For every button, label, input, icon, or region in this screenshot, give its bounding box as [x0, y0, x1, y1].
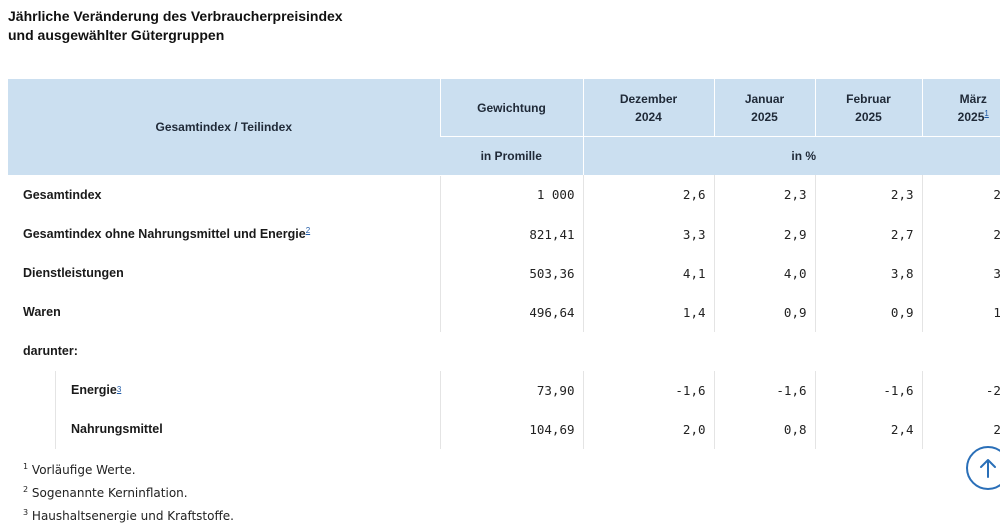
footnote-link-3[interactable]: 3 — [116, 385, 122, 394]
subheading-row: darunter: — [8, 332, 1000, 371]
weight-value: 1 000 — [439, 175, 583, 215]
weight-value: 821,41 — [439, 214, 583, 254]
row-label: Gesamtindex — [23, 188, 102, 202]
footnote-link-1[interactable]: 1 — [984, 108, 989, 118]
header-month-0: Dezember 2024 — [582, 79, 714, 137]
header-percent-unit: in % — [582, 136, 1000, 175]
rate-value: 2,9 — [921, 409, 1000, 449]
row-label: Waren — [23, 305, 61, 319]
rate-value: 2,6 — [582, 175, 714, 215]
footnote-link-2[interactable]: 2 — [305, 225, 311, 235]
rate-value: 2,2 — [921, 175, 1000, 215]
back-to-top-button[interactable] — [966, 446, 1000, 490]
cpi-table-container[interactable]: Gesamtindex / Teilindex Gewichtung Dezem… — [8, 79, 1000, 449]
weight-value: 73,90 — [439, 370, 583, 410]
table-row: Gesamtindex ohne Nahrungsmittel und Ener… — [8, 214, 1000, 254]
rate-value: 1,0 — [921, 292, 1000, 332]
rate-value: 2,0 — [582, 409, 714, 449]
subrow-label: Energie 3 — [8, 370, 440, 410]
rate-value: 2,3 — [814, 175, 922, 215]
table-row: Dienstleistungen 503,364,14,03,83,4 — [8, 253, 1000, 293]
rate-value: 1,4 — [582, 292, 714, 332]
rate-value: 2,3 — [713, 175, 815, 215]
header-month-2: Februar 2025 — [814, 79, 922, 137]
footnote-1: 1 Vorläufige Werte. — [23, 462, 136, 477]
rate-value: 2,4 — [814, 409, 922, 449]
header-month-3: März 20251 — [921, 79, 1000, 137]
rate-value: -1,6 — [814, 370, 922, 410]
weight-value: 503,36 — [439, 253, 583, 293]
header-weight: Gewichtung — [439, 79, 583, 137]
title-line-1: Jährliche Veränderung des Verbraucherpre… — [8, 8, 343, 24]
rate-value: 0,9 — [814, 292, 922, 332]
rate-value: 2,7 — [814, 214, 922, 254]
header-index: Gesamtindex / Teilindex — [8, 79, 440, 176]
rate-value: 3,4 — [921, 253, 1000, 293]
rate-value: 0,8 — [713, 409, 815, 449]
weight-value: 496,64 — [439, 292, 583, 332]
rate-value: 4,0 — [713, 253, 815, 293]
footnotes: 1 Vorläufige Werte. 2 Sogenannte Kerninf… — [23, 457, 234, 526]
rate-value: -2,8 — [921, 370, 1000, 410]
rate-value: -1,6 — [582, 370, 714, 410]
arrow-up-icon — [980, 459, 996, 478]
rate-value: -1,6 — [713, 370, 815, 410]
rate-value: 2,5 — [921, 214, 1000, 254]
rate-value: 2,9 — [713, 214, 815, 254]
cpi-table: Gesamtindex / Teilindex Gewichtung Dezem… — [8, 79, 1000, 449]
weight-value: 104,69 — [439, 409, 583, 449]
header-weight-unit: in Promille — [440, 136, 583, 175]
rate-value: 0,9 — [713, 292, 815, 332]
rate-value: 3,3 — [582, 214, 714, 254]
row-label: Dienstleistungen — [23, 266, 124, 280]
title-line-2: und ausgewählter Gütergruppen — [8, 27, 225, 43]
row-label: Gesamtindex ohne Nahrungsmittel und Ener… — [23, 225, 311, 241]
subrow-label: Nahrungsmittel — [8, 409, 440, 449]
footnote-2: 2 Sogenannte Kerninflation. — [23, 485, 188, 500]
rate-value: 4,1 — [582, 253, 714, 293]
page-title: Jährliche Veränderung des Verbraucherpre… — [8, 7, 343, 45]
header-month-1: Januar 2025 — [713, 79, 815, 137]
footnote-3: 3 Haushaltsenergie und Kraftstoffe. — [23, 508, 234, 523]
rate-value: 3,8 — [814, 253, 922, 293]
subheading: darunter: — [23, 344, 78, 358]
